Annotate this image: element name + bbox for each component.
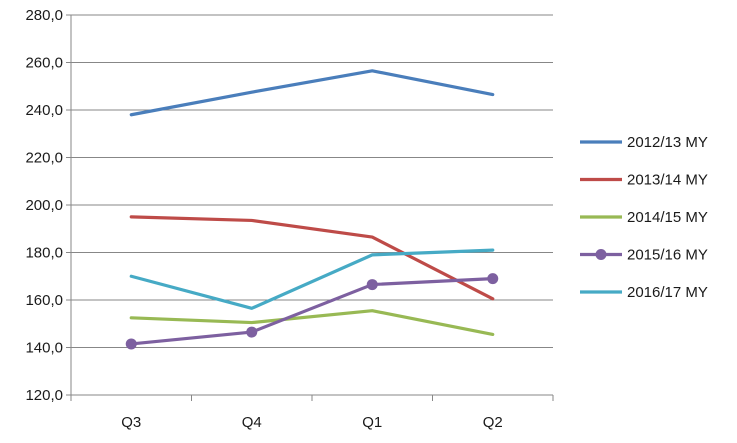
x-tick-label: Q2	[483, 414, 503, 431]
y-tick-label: 200,0	[25, 197, 63, 214]
legend-label: 2016/17 MY	[627, 284, 708, 301]
y-tick-label: 120,0	[25, 387, 63, 404]
x-tick-label: Q4	[242, 414, 262, 431]
y-axis-ticks: 120,0 140,0 160,0 180,0 200,0 220,0 240,0 260,0…	[25, 7, 63, 404]
series-line	[129, 248, 495, 310]
data-point	[246, 326, 258, 338]
y-tick-label: 160,0	[25, 292, 63, 309]
y-tick-label: 220,0	[25, 150, 63, 167]
data-point	[366, 279, 378, 291]
series-line	[129, 69, 495, 117]
axes	[66, 14, 554, 401]
legend-label: 2015/16 MY	[627, 247, 708, 264]
series-lines	[125, 69, 499, 350]
y-tick-label: 240,0	[25, 102, 63, 119]
data-point	[487, 273, 499, 285]
x-tick-label: Q3	[121, 414, 141, 431]
legend-marker	[595, 249, 607, 260]
legend-label: 2014/15 MY	[627, 209, 708, 226]
series-line	[129, 309, 495, 337]
x-axis-ticks: Q3 Q4 Q1 Q2	[121, 414, 503, 431]
y-tick-label: 140,0	[25, 340, 63, 357]
series-line	[129, 215, 495, 301]
y-tick-label: 280,0	[25, 7, 63, 24]
gridlines	[71, 14, 553, 348]
y-tick-label: 180,0	[25, 245, 63, 262]
x-tick-label: Q1	[362, 414, 382, 431]
legend: 2012/13 MY 2013/14 MY 2014/15 MY 2015/16 MY…	[580, 134, 708, 301]
legend-label: 2012/13 MY	[627, 134, 708, 151]
series-line	[129, 277, 495, 346]
y-tick-label: 260,0	[25, 55, 63, 72]
legend-label: 2013/14 MY	[627, 172, 708, 189]
data-point	[125, 338, 137, 350]
